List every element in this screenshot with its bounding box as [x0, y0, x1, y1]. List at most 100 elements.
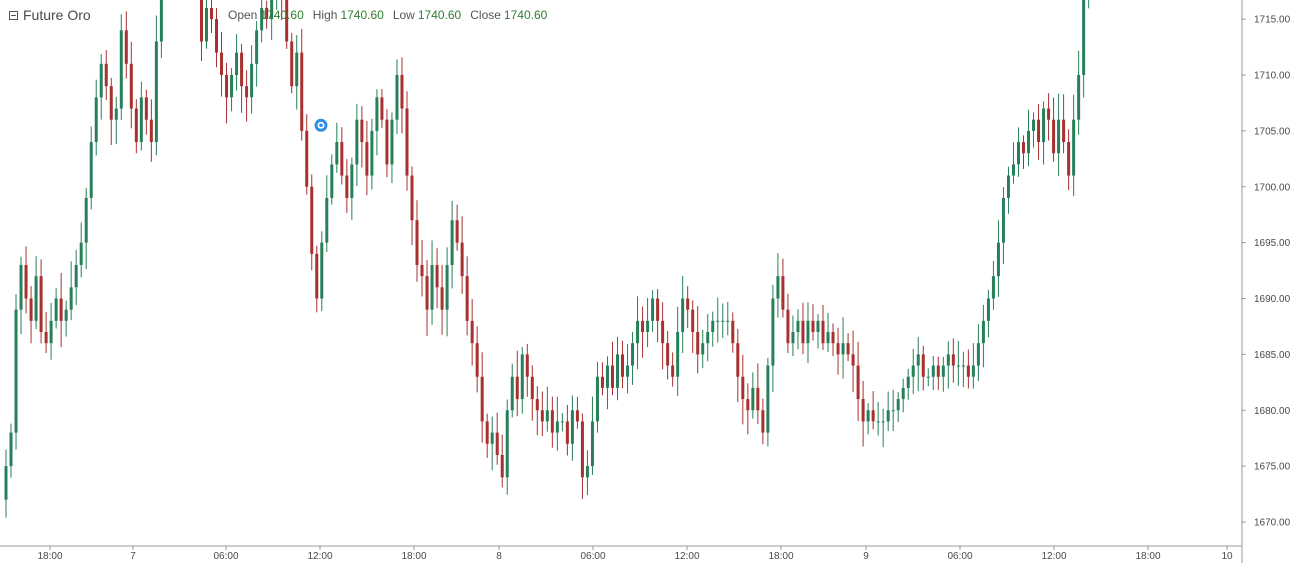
candle-body	[1062, 119, 1066, 143]
candle-body	[595, 376, 599, 422]
price-tick-label: 1710.00	[1254, 71, 1291, 82]
candle-body	[786, 309, 790, 344]
collapse-icon[interactable]	[9, 10, 18, 20]
candle-body	[470, 320, 474, 344]
candle-body	[300, 52, 304, 131]
candle-body	[631, 343, 635, 366]
candle-body	[646, 320, 650, 333]
candle-body	[490, 432, 494, 444]
candle-body	[240, 52, 244, 87]
candle-body	[535, 399, 539, 411]
candle-body	[475, 343, 479, 377]
candle-body	[79, 242, 83, 265]
candle-body	[916, 354, 920, 366]
candle-body	[751, 387, 755, 411]
candle-body	[1016, 142, 1020, 165]
candle-body	[716, 320, 720, 322]
candle-body	[215, 19, 219, 53]
candle-body	[886, 410, 890, 422]
candle-body	[400, 75, 404, 109]
symbol-title: Future Oro	[23, 7, 91, 23]
candle-body	[360, 119, 364, 143]
price-tick-label: 1705.00	[1254, 126, 1291, 137]
candle-body	[941, 365, 945, 377]
candle-body	[285, 0, 289, 42]
price-axis[interactable]: 1670.00 1675.00 1680.00 1685.00 1690.00 1695.…	[1241, 0, 1291, 563]
time-axis[interactable]: 18:00 7 06:00 12:00 18:00 8 06:00 12:00 18:00 9 06…	[0, 545, 1242, 562]
candle-body	[816, 320, 820, 333]
candle-body	[345, 175, 349, 198]
price-tick-label: 1690.00	[1254, 294, 1291, 305]
candle-body	[555, 421, 559, 433]
candle-body	[961, 365, 965, 367]
candle-body	[771, 298, 775, 366]
candle-body	[986, 298, 990, 321]
candle-body	[380, 97, 384, 120]
candle-body	[199, 0, 203, 42]
candle-body	[335, 142, 339, 165]
candle-body	[696, 332, 700, 355]
candle-body	[255, 30, 259, 64]
candle-body	[991, 276, 995, 299]
candle-body	[851, 354, 855, 366]
event-marker[interactable]	[314, 118, 328, 132]
candle-body	[375, 97, 379, 131]
candle-body	[134, 108, 138, 143]
candle-body	[24, 264, 28, 299]
candle-body	[530, 376, 534, 400]
candle-body	[766, 365, 770, 433]
candle-body	[801, 320, 805, 344]
candle-body	[956, 365, 960, 367]
candle-body	[505, 410, 509, 478]
candle-body	[320, 242, 324, 299]
candle-body	[265, 7, 269, 20]
candle-body	[270, 0, 274, 20]
candle-body	[686, 298, 690, 310]
candle-body	[405, 108, 409, 176]
candle-body	[826, 332, 830, 344]
candle-body	[450, 220, 454, 265]
close-value: 1740.60	[503, 8, 548, 22]
candle-body	[1001, 197, 1005, 243]
candle-body	[64, 309, 68, 321]
candle-body	[260, 7, 264, 31]
candle-body	[881, 421, 885, 423]
candle-body	[721, 320, 725, 322]
candle-body	[621, 354, 625, 377]
candle-body	[746, 399, 750, 411]
candle-body	[99, 63, 103, 98]
candle-body	[831, 332, 835, 344]
candle-body	[936, 365, 940, 377]
candle-body	[600, 376, 604, 388]
time-tick-label: 9	[863, 551, 869, 562]
candle-body	[480, 376, 484, 422]
candle-body	[741, 376, 745, 400]
candle-body	[1047, 108, 1051, 120]
candle-body	[701, 343, 705, 355]
candle-body	[796, 320, 800, 333]
candle-body	[9, 432, 13, 467]
candle-body	[355, 119, 359, 165]
candle-body	[901, 387, 905, 400]
candle-body	[570, 410, 574, 444]
candle-body	[821, 320, 825, 344]
candle-body	[495, 432, 499, 455]
candle-body	[425, 276, 429, 310]
candle-body	[159, 0, 163, 42]
time-tick-label: 06:00	[580, 551, 605, 562]
candle-body	[906, 376, 910, 388]
candle-body	[4, 466, 8, 500]
candle-body	[651, 298, 655, 321]
candle-body	[791, 332, 795, 344]
candle-body	[605, 365, 609, 388]
candle-body	[340, 142, 344, 176]
candle-body	[691, 309, 695, 333]
candle-body	[711, 320, 715, 333]
candle-body	[545, 410, 549, 422]
candle-body	[290, 41, 294, 87]
candle-body	[410, 175, 414, 221]
close-label: Close	[470, 8, 501, 22]
time-tick-label: 18:00	[1135, 551, 1160, 562]
time-tick-label: 10	[1221, 551, 1233, 562]
